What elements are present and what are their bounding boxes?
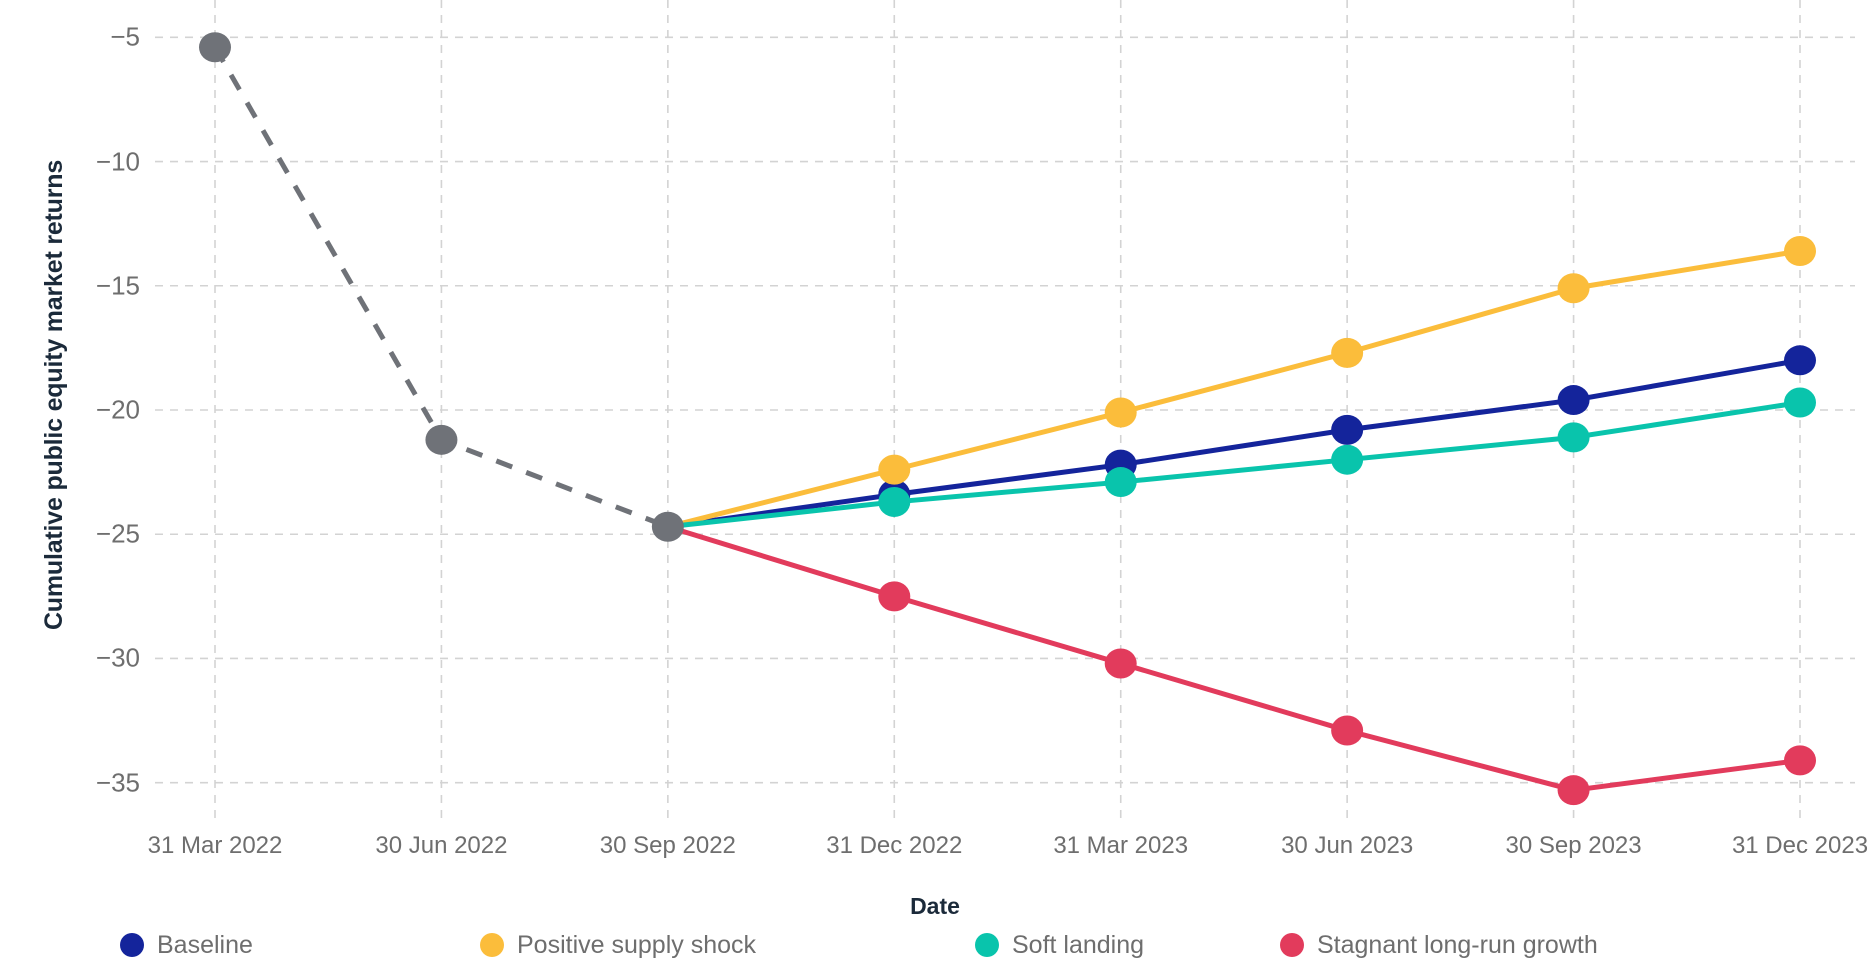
data-point-marker xyxy=(1104,648,1137,679)
plot-area: −5 −10 −15 −20 −25 −30 −35 31 Mar 2022 30 Jun 2… xyxy=(96,0,1868,859)
data-point-marker xyxy=(878,581,911,612)
y-tick-label: −5 xyxy=(110,21,140,52)
x-tick-label: 30 Jun 2023 xyxy=(1281,832,1414,859)
legend-label: Soft landing xyxy=(1012,930,1145,959)
data-point-marker xyxy=(1557,422,1590,453)
data-point-marker xyxy=(878,454,911,485)
x-tick-label: 30 Jun 2022 xyxy=(375,832,508,859)
chart-canvas xyxy=(155,0,1855,820)
legend-label: Baseline xyxy=(157,930,253,959)
x-axis-title: Date xyxy=(910,893,960,919)
y-tick-label: −20 xyxy=(95,394,140,425)
series-lines xyxy=(212,45,1801,793)
legend-item[interactable]: Baseline xyxy=(120,925,253,965)
data-point-marker xyxy=(878,486,911,517)
data-point-marker xyxy=(1784,345,1816,376)
data-point-marker xyxy=(1784,745,1816,776)
data-point-marker xyxy=(1331,337,1364,368)
legend-swatch-circle-icon xyxy=(480,933,504,957)
y-tick-label: −10 xyxy=(95,146,140,176)
data-point-marker xyxy=(1557,385,1590,416)
series-line xyxy=(667,357,1801,530)
legend-swatch-circle-icon xyxy=(120,933,144,957)
series-line xyxy=(667,524,1801,793)
legend-swatch-circle-icon xyxy=(1280,933,1304,957)
legend-label: Stagnant long-run growth xyxy=(1317,930,1598,959)
y-tick-label: −35 xyxy=(95,767,140,798)
y-tick-label: −15 xyxy=(95,270,140,301)
data-point-marker xyxy=(1331,444,1364,475)
data-point-marker xyxy=(199,32,231,63)
data-point-marker xyxy=(1331,414,1364,445)
data-point-marker xyxy=(1104,397,1137,428)
legend-item[interactable]: Stagnant long-run growth xyxy=(1280,925,1598,965)
legend-item[interactable]: Positive supply shock xyxy=(480,925,756,965)
x-tick-label: 30 Sep 2022 xyxy=(599,832,736,859)
data-point-marker xyxy=(1557,775,1590,806)
series-markers xyxy=(199,32,1816,806)
series-line xyxy=(667,400,1801,530)
legend-swatch-circle-icon xyxy=(975,933,999,957)
y-tick-label: −25 xyxy=(95,518,140,549)
y-tick-label: −30 xyxy=(95,642,140,673)
x-tick-label: 31 Mar 2023 xyxy=(1053,832,1189,859)
x-tick-label: 31 Dec 2022 xyxy=(826,832,963,859)
grid-lines xyxy=(155,0,1855,820)
x-tick-label: 31 Mar 2022 xyxy=(147,832,283,859)
data-point-marker xyxy=(425,424,458,455)
data-point-marker xyxy=(1331,715,1364,746)
data-point-marker xyxy=(1784,235,1816,266)
legend-item[interactable]: Soft landing xyxy=(975,925,1144,965)
chart-legend: Baseline Positive supply shock Soft landin… xyxy=(120,925,1820,971)
series-line xyxy=(667,248,1801,530)
data-point-marker xyxy=(1557,273,1590,304)
x-tick-label: 31 Dec 2023 xyxy=(1731,832,1869,859)
x-tick-label: 30 Sep 2023 xyxy=(1505,832,1642,859)
data-point-marker xyxy=(1784,387,1816,418)
data-point-marker xyxy=(1104,467,1137,498)
data-point-marker xyxy=(651,511,684,542)
legend-label: Positive supply shock xyxy=(517,930,757,959)
